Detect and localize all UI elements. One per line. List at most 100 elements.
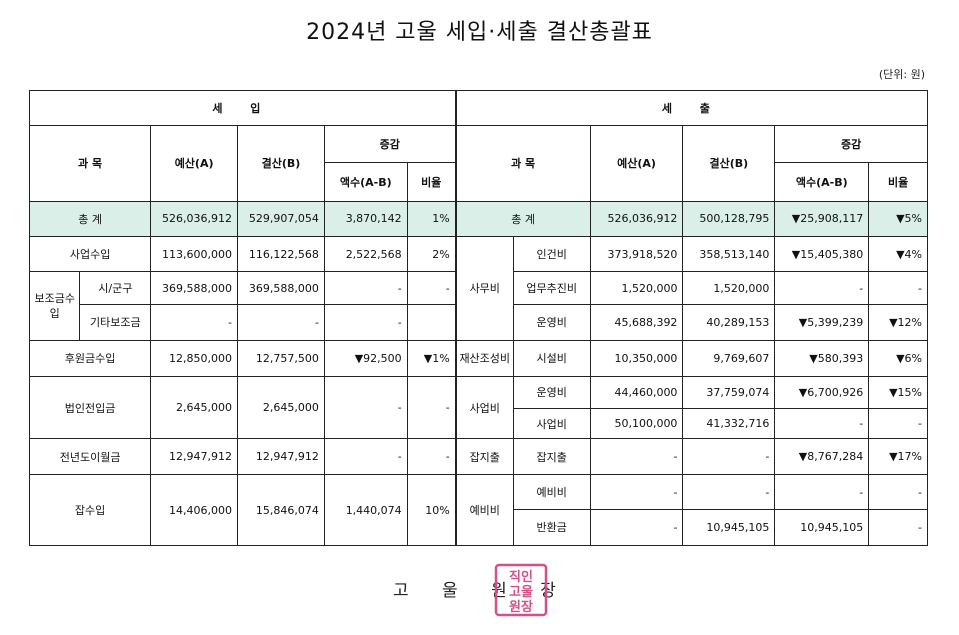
exp-personnel-amount: ▼15,405,380 — [774, 235, 870, 273]
rev-misc-label: 잡수입 — [28, 474, 152, 546]
exp-refund-settled: 10,945,105 — [682, 508, 776, 547]
exp-project-cost-budget: 50,100,000 — [589, 408, 684, 440]
exp-item-header: 과 목 — [455, 125, 591, 202]
exp-total-label: 총 계 — [455, 200, 591, 237]
exp-group-property: 재산조성비 — [455, 339, 514, 377]
rev-total-settled: 529,907,054 — [237, 200, 325, 237]
exp-project-ops-amount: ▼6,700,926 — [774, 375, 870, 410]
exp-project-cost-ratio: - — [868, 408, 928, 440]
rev-business-settled: 116,122,568 — [237, 235, 325, 273]
table-row: 전년도이월금 12,947,912 12,947,912 - - 잡지출 잡지출… — [28, 438, 928, 476]
rev-misc-settled: 15,846,074 — [237, 474, 325, 546]
table-row: 반환금 - 10,945,105 10,945,105 - — [30, 508, 928, 547]
exp-promotion-settled: 1,520,000 — [682, 271, 776, 306]
rev-business-amount: 2,522,568 — [323, 235, 408, 273]
rev-change-header: 증감 — [323, 125, 457, 164]
exp-facility-ratio: ▼6% — [868, 339, 928, 377]
rev-misc-budget: 14,406,000 — [150, 474, 239, 546]
exp-total-settled: 500,128,795 — [682, 200, 776, 237]
table-row: 법인전입금 2,645,000 2,645,000 - - 사업비 운영비 44… — [28, 375, 928, 440]
exp-facility-label: 시설비 — [512, 339, 591, 377]
rev-transfer-ratio: - — [406, 375, 457, 440]
exp-reserve-amount: - — [774, 474, 870, 510]
rev-subsidy-other-budget: - — [150, 304, 239, 341]
exp-facility-settled: 9,769,607 — [682, 339, 776, 377]
table-row: 사업비 50,100,000 41,332,716 - - — [30, 408, 928, 440]
exp-project-cost-amount: - — [774, 408, 870, 440]
rev-carryover-budget: 12,947,912 — [150, 438, 239, 476]
rev-subsidy-other-settled: - — [237, 304, 325, 341]
rev-business-budget: 113,600,000 — [150, 235, 239, 273]
seal-border — [494, 563, 548, 617]
exp-amount-header: 액수(A-B) — [774, 162, 870, 202]
exp-project-ops-ratio: ▼15% — [868, 375, 928, 410]
header-row-2: 액수(A-B) 비율 액수(A-B) 비율 — [30, 162, 928, 202]
exp-misc-ratio: ▼17% — [868, 438, 928, 476]
exp-refund-amount: 10,945,105 — [774, 508, 870, 547]
rev-transfer-settled: 2,645,000 — [237, 375, 325, 440]
exp-total-ratio: ▼5% — [868, 200, 928, 237]
rev-carryover-amount: - — [323, 438, 408, 476]
exp-settled-header: 결산(B) — [682, 125, 776, 202]
exp-reserve-label: 예비비 — [512, 474, 591, 510]
rev-transfer-label: 법인전입금 — [28, 375, 152, 440]
rev-subsidy-other-label: 기타보조금 — [79, 304, 152, 341]
exp-project-cost-settled: 41,332,716 — [682, 408, 776, 440]
exp-promotion-amount: - — [774, 271, 870, 306]
rev-subsidy-other-ratio — [406, 304, 457, 341]
rev-transfer-amount: - — [323, 375, 408, 440]
rev-total-amount: 3,870,142 — [323, 200, 408, 237]
rev-transfer-budget: 2,645,000 — [150, 375, 239, 440]
exp-misc-label: 잡지출 — [512, 438, 591, 476]
header-row-1: 과 목 예산(A) 결산(B) 증감 과 목 예산(A) 결산(B) 증감 — [28, 125, 928, 202]
exp-personnel-budget: 373,918,520 — [589, 235, 684, 273]
seal-text: 직인 — [509, 569, 533, 585]
exp-facility-amount: ▼580,393 — [774, 339, 870, 377]
exp-office-ops-budget: 45,688,392 — [589, 304, 684, 341]
rev-misc-ratio: 10% — [406, 474, 457, 546]
rev-donation-budget: 12,850,000 — [150, 339, 239, 377]
exp-ratio-header: 비율 — [868, 162, 928, 202]
official-seal-icon: 직인 고울 원장 — [494, 563, 548, 617]
rev-total-label: 총 계 — [28, 200, 152, 237]
rev-total-ratio: 1% — [406, 200, 457, 237]
exp-total-budget: 526,036,912 — [589, 200, 684, 237]
rev-donation-amount: ▼92,500 — [323, 339, 408, 377]
exp-personnel-label: 인건비 — [512, 235, 591, 273]
total-row: 총 계 526,036,912 529,907,054 3,870,142 1%… — [28, 200, 928, 237]
rev-business-ratio: 2% — [406, 235, 457, 273]
exp-reserve-ratio: - — [868, 474, 928, 510]
table-row: 보조금수입 시/군구 369,588,000 369,588,000 - - 업… — [28, 271, 928, 341]
header-row-main: 세 입 세 출 — [28, 89, 928, 127]
rev-subsidy-city-amount: - — [323, 271, 408, 306]
rev-ratio-header: 비율 — [406, 162, 457, 202]
exp-group-project: 사업비 — [455, 375, 514, 440]
exp-project-cost-label: 사업비 — [512, 408, 591, 440]
rev-business-label: 사업수입 — [28, 235, 152, 273]
rev-carryover-ratio: - — [406, 438, 457, 476]
exp-promotion-label: 업무추진비 — [512, 271, 591, 306]
exp-refund-ratio: - — [868, 508, 928, 547]
seal-text: 원장 — [509, 599, 533, 615]
settlement-table: 세 입 세 출 과 목 예산(A) 결산(B) 증감 과 목 예산(A) 결산(… — [28, 89, 928, 547]
exp-project-ops-label: 운영비 — [512, 375, 591, 410]
signature-line: 고 울 원 장 — [393, 581, 570, 601]
exp-personnel-settled: 358,513,140 — [682, 235, 776, 273]
rev-item-header: 과 목 — [28, 125, 152, 202]
unit-label: (단위: 원) — [878, 68, 925, 81]
exp-refund-budget: - — [589, 508, 684, 547]
rev-subsidy-city-label: 시/군구 — [79, 271, 152, 306]
exp-misc-amount: ▼8,767,284 — [774, 438, 870, 476]
page-title: 2024년 고울 세입·세출 결산총괄표 — [306, 20, 653, 45]
rev-settled-header: 결산(B) — [237, 125, 325, 202]
revenue-header: 세 입 — [28, 89, 457, 127]
rev-subsidy-city-settled: 369,588,000 — [237, 271, 325, 306]
exp-promotion-budget: 1,520,000 — [589, 271, 684, 306]
exp-project-ops-budget: 44,460,000 — [589, 375, 684, 410]
rev-total-budget: 526,036,912 — [150, 200, 239, 237]
exp-refund-label: 반환금 — [512, 508, 591, 547]
exp-office-ops-label: 운영비 — [512, 304, 591, 341]
exp-personnel-ratio: ▼4% — [868, 235, 928, 273]
rev-misc-amount: 1,440,074 — [323, 474, 408, 546]
table-row: 사업수입 113,600,000 116,122,568 2,522,568 2… — [28, 235, 928, 341]
